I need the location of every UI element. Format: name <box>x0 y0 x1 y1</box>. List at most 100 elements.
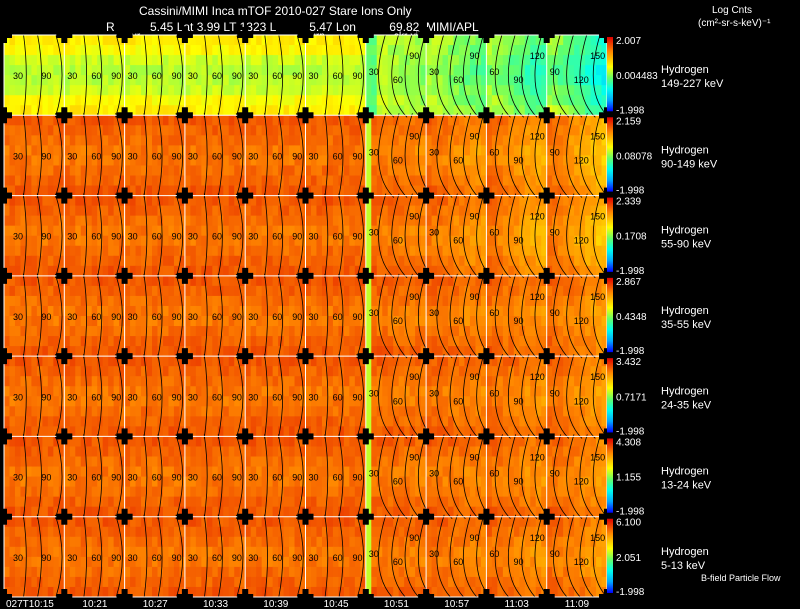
heatmap-cell <box>437 105 444 116</box>
heatmap-cell <box>519 95 526 106</box>
heatmap-cell <box>289 105 296 116</box>
heatmap-cell <box>152 476 159 488</box>
heatmap-cell <box>47 396 54 407</box>
heatmap-cell <box>464 65 471 76</box>
heatmap-cell <box>206 55 213 66</box>
heatmap-cell <box>190 75 197 86</box>
heatmap-cell <box>80 326 87 337</box>
heatmap-cell <box>327 75 334 86</box>
heatmap-cell <box>343 285 350 297</box>
heatmap-cell <box>552 336 559 347</box>
heatmap-cell <box>442 135 449 146</box>
heatmap-cell <box>283 366 290 377</box>
heatmap-cell <box>184 285 191 297</box>
heatmap-cell <box>256 486 263 498</box>
heatmap-cell <box>475 115 482 126</box>
heatmap-cell <box>9 35 16 46</box>
heatmap-cell <box>184 275 191 287</box>
heatmap-cell <box>590 346 597 357</box>
heatmap-cell <box>58 175 65 187</box>
heatmap-cell <box>486 35 493 46</box>
heatmap-cell <box>195 285 202 297</box>
heatmap-cell <box>480 135 487 146</box>
heatmap-cell <box>535 75 542 86</box>
heatmap-cell <box>305 376 312 387</box>
heatmap-cell <box>195 235 202 247</box>
heatmap-cell <box>124 316 131 327</box>
heatmap-cell <box>475 316 482 327</box>
heatmap-cell <box>371 95 378 106</box>
heatmap-cell <box>239 366 246 377</box>
heatmap-cell <box>42 316 49 327</box>
heatmap-cell <box>212 165 219 177</box>
heatmap-cell <box>283 275 290 287</box>
heatmap-cell <box>596 45 603 56</box>
heatmap-cell <box>256 305 263 317</box>
heatmap-cell <box>552 265 559 277</box>
heatmap-cell <box>442 65 449 76</box>
heatmap-cell <box>431 275 438 287</box>
heatmap-cell <box>393 346 400 357</box>
heatmap-cell <box>502 356 509 367</box>
heatmap-cell <box>146 486 153 498</box>
heatmap-cell <box>256 265 263 277</box>
heatmap-cell <box>195 205 202 217</box>
heatmap-cell <box>250 446 257 458</box>
heatmap-cell <box>349 496 356 508</box>
heatmap-cell <box>458 85 466 96</box>
heatmap-cell <box>289 446 296 458</box>
heatmap-cell <box>382 396 389 407</box>
heatmap-cell <box>234 125 241 136</box>
heatmap-cell <box>157 346 164 357</box>
heatmap-cell <box>349 326 356 337</box>
heatmap-cell <box>119 376 126 387</box>
heatmap-cell <box>201 125 208 136</box>
heatmap-cell <box>20 255 27 267</box>
heatmap-cell <box>36 145 43 157</box>
heatmap-cell <box>480 245 487 257</box>
heatmap-cell <box>376 396 383 407</box>
heatmap-cell <box>190 185 197 197</box>
heatmap-cell <box>141 245 148 257</box>
heatmap-cell <box>47 486 54 498</box>
heatmap-cell <box>47 386 54 397</box>
heatmap-cell <box>36 326 43 337</box>
heatmap-cell <box>415 115 422 126</box>
heatmap-cell <box>601 386 607 397</box>
heatmap-cell <box>250 75 257 86</box>
heatmap-cell <box>601 225 607 237</box>
heatmap-cell <box>382 85 389 96</box>
heatmap-cell <box>546 45 553 56</box>
heatmap-cell <box>267 316 274 327</box>
heatmap-cell <box>376 446 383 458</box>
heatmap-cell <box>574 326 581 337</box>
heatmap-cell <box>228 55 235 66</box>
heatmap-cell <box>223 115 230 126</box>
heatmap-cell <box>426 406 433 417</box>
heatmap-cell <box>228 75 235 86</box>
heatmap-cell <box>464 165 471 177</box>
heatmap-cell <box>14 466 22 478</box>
heatmap-cell <box>86 105 93 116</box>
heatmap-cell <box>272 336 279 347</box>
heatmap-cell <box>420 85 427 96</box>
heatmap-cell <box>217 305 224 317</box>
heatmap-cell <box>69 85 76 96</box>
heatmap-cell <box>267 285 274 297</box>
heatmap-cell <box>563 305 570 317</box>
heatmap-cell <box>508 245 515 257</box>
heatmap-cell <box>354 376 361 387</box>
heatmap-cell <box>475 346 482 357</box>
heatmap-cell <box>371 285 378 297</box>
heatmap-cell <box>310 406 318 417</box>
heatmap-cell <box>552 316 559 327</box>
heatmap-cell <box>365 165 372 177</box>
heatmap-cell <box>256 55 263 66</box>
heatmap-cell <box>283 125 290 136</box>
heatmap-cell <box>404 35 411 46</box>
heatmap-cell <box>332 115 339 126</box>
heatmap-cell <box>223 356 230 367</box>
heatmap-cell <box>305 95 312 106</box>
heatmap-cell <box>519 326 526 337</box>
heatmap-cell <box>601 205 607 217</box>
